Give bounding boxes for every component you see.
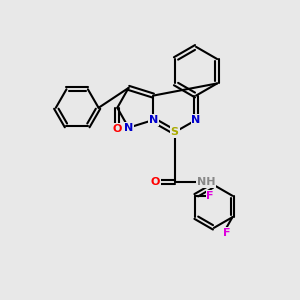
Text: NH: NH bbox=[197, 177, 215, 187]
Text: N: N bbox=[191, 115, 201, 125]
Text: N: N bbox=[148, 115, 158, 125]
Text: F: F bbox=[223, 228, 230, 238]
Text: S: S bbox=[171, 127, 179, 137]
Text: F: F bbox=[206, 191, 214, 201]
Text: O: O bbox=[151, 177, 160, 187]
Text: O: O bbox=[112, 124, 122, 134]
Text: N: N bbox=[124, 123, 133, 133]
